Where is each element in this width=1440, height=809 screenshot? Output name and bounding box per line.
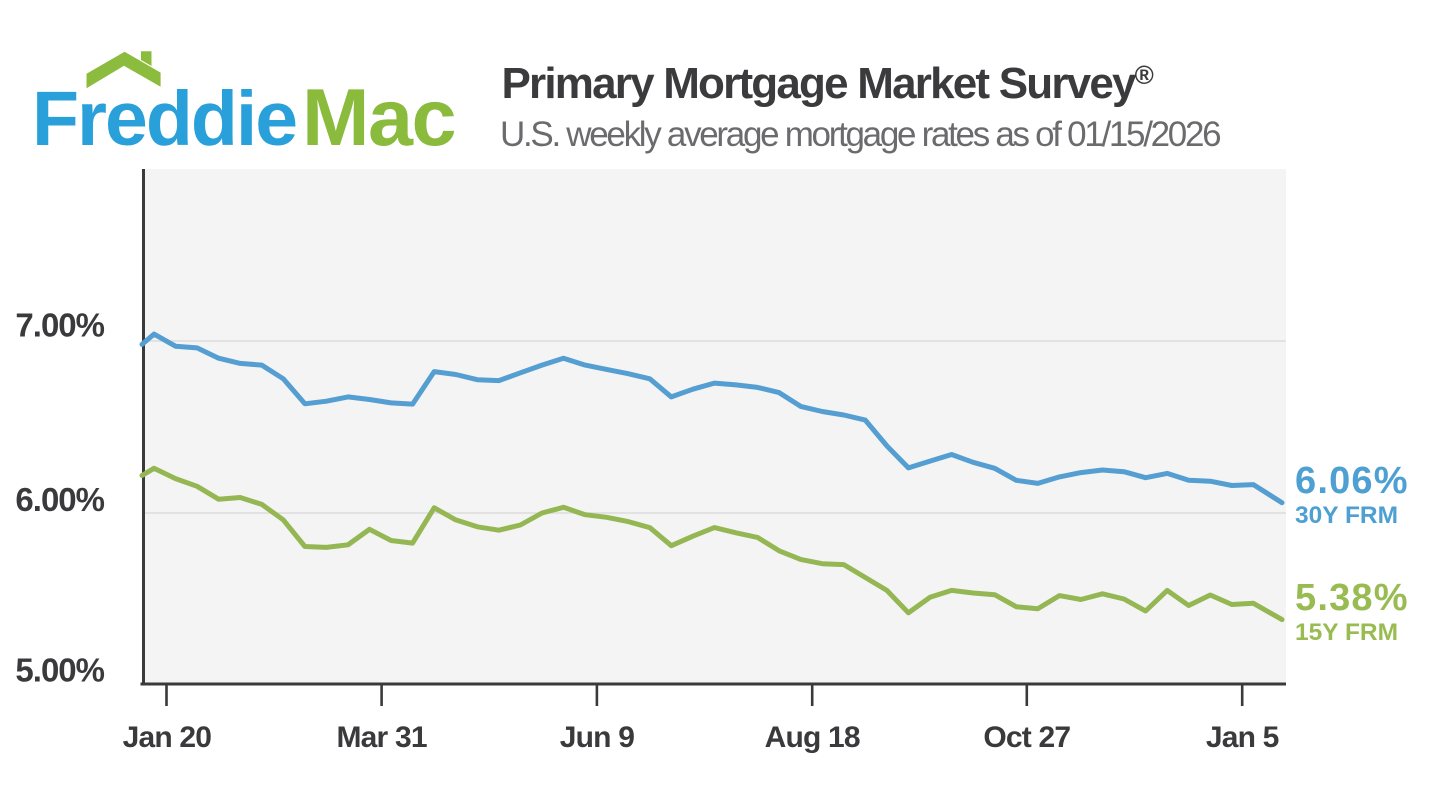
svg-text:Jun 9: Jun 9 [560, 721, 634, 754]
svg-text:30Y FRM: 30Y FRM [1295, 502, 1398, 529]
svg-text:6.00%: 6.00% [15, 481, 104, 518]
svg-text:Jan 5: Jan 5 [1206, 721, 1279, 754]
svg-text:Primary Mortgage Market Survey: Primary Mortgage Market Survey® [502, 59, 1154, 108]
svg-text:7.00%: 7.00% [15, 307, 104, 344]
svg-text:5.38%: 5.38% [1295, 577, 1409, 619]
svg-text:U.S. weekly average mortgage r: U.S. weekly average mortgage rates as of… [500, 115, 1220, 154]
svg-text:Jan 20: Jan 20 [123, 721, 212, 754]
svg-text:15Y FRM: 15Y FRM [1295, 619, 1398, 646]
svg-text:Aug 18: Aug 18 [765, 721, 860, 754]
svg-text:Freddie: Freddie [32, 76, 296, 162]
svg-text:Oct 27: Oct 27 [983, 721, 1070, 754]
svg-text:Mar 31: Mar 31 [336, 721, 426, 754]
svg-text:Mac: Mac [302, 73, 455, 163]
svg-text:5.00%: 5.00% [15, 652, 104, 689]
svg-text:6.06%: 6.06% [1295, 460, 1409, 502]
